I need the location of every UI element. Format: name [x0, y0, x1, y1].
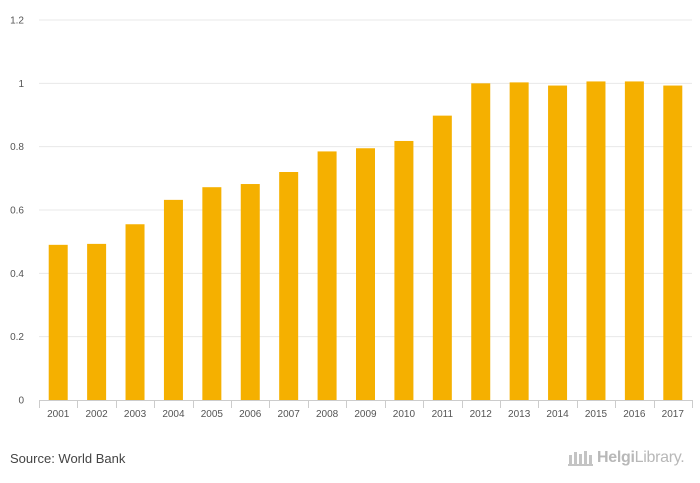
- bar-2004[interactable]: [163, 199, 183, 400]
- bar-2007[interactable]: [279, 172, 299, 400]
- x-tick-label: 2012: [470, 409, 493, 420]
- bar-2013[interactable]: [509, 82, 529, 400]
- x-tick-label: 2001: [47, 409, 70, 420]
- y-tick-label: 0.6: [10, 206, 24, 217]
- bar-2001[interactable]: [48, 244, 68, 400]
- x-tick-label: 2015: [585, 409, 608, 420]
- x-tick-label: 2011: [432, 409, 454, 420]
- bars: [48, 81, 683, 401]
- bar-2017[interactable]: [663, 85, 683, 401]
- y-tick-label: 0: [18, 396, 24, 407]
- y-tick-label: 0.8: [10, 142, 24, 153]
- library-building-icon: [568, 451, 593, 466]
- y-tick-label: 1.2: [10, 16, 24, 27]
- source-note: Source: World Bank: [10, 451, 126, 466]
- x-tick-label: 2009: [354, 409, 377, 420]
- bar-2006[interactable]: [240, 184, 260, 400]
- y-tick-label: 1: [18, 79, 24, 90]
- y-tick-label: 0.2: [10, 332, 24, 343]
- bar-2003[interactable]: [125, 224, 145, 400]
- x-tick-label: 2010: [393, 409, 416, 420]
- axes: 0 0.2 0.4 0.6 0.8 1 1.2 2001 2002 2003 2004 2005 200…: [10, 16, 693, 420]
- x-tick-label: 2006: [239, 409, 262, 420]
- y-tick-label: 0.4: [10, 269, 24, 280]
- x-tick-label: 2014: [546, 409, 569, 420]
- x-tick-label: 2008: [316, 409, 339, 420]
- x-tick-label: 2007: [278, 409, 301, 420]
- logo-text-helgi: Helgi: [597, 449, 635, 466]
- bar-2002[interactable]: [87, 243, 107, 400]
- logo-text-library: Library.: [634, 449, 685, 466]
- bar-2014[interactable]: [548, 85, 568, 401]
- bar-2011[interactable]: [432, 115, 452, 400]
- bar-2015[interactable]: [586, 81, 606, 400]
- x-tick-label: 2017: [662, 409, 685, 420]
- x-tick-label: 2013: [508, 409, 531, 420]
- x-tick-label: 2016: [623, 409, 646, 420]
- x-tick-label: 2002: [85, 409, 108, 420]
- bar-2008[interactable]: [317, 151, 337, 400]
- bar-2005[interactable]: [202, 187, 222, 400]
- helgi-library-logo[interactable]: Helgi Library.: [568, 449, 685, 467]
- bar-2009[interactable]: [356, 148, 375, 400]
- x-tick-label: 2004: [162, 409, 185, 420]
- bar-2012[interactable]: [471, 83, 491, 400]
- bar-2010[interactable]: [394, 140, 414, 400]
- x-tick-label: 2003: [124, 409, 147, 420]
- bar-2016[interactable]: [624, 81, 644, 400]
- x-tick-label: 2005: [201, 409, 224, 420]
